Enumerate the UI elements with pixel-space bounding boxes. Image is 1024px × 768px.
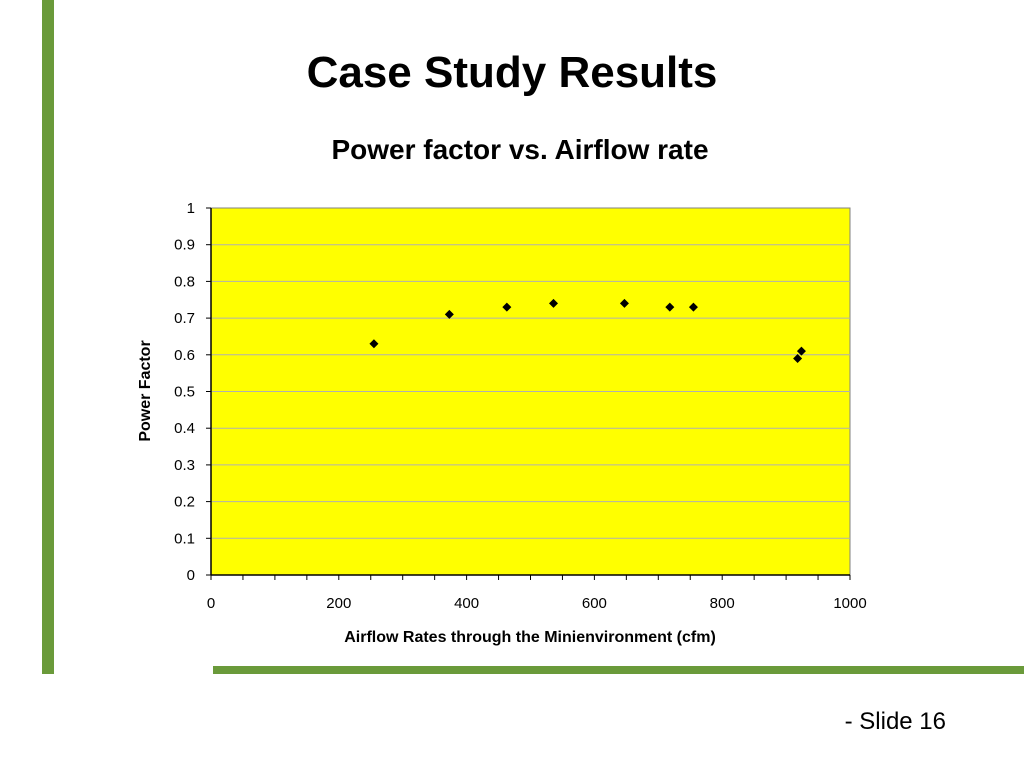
y-tick-label: 0.5: [174, 384, 195, 401]
x-tick-label: 400: [454, 595, 479, 612]
y-tick-label: 0.3: [174, 457, 195, 474]
x-tick-label: 1000: [833, 595, 866, 612]
x-tick-label: 0: [207, 595, 215, 612]
data-point: [549, 298, 559, 308]
x-tick-label: 200: [326, 595, 351, 612]
slide-number: - Slide 16: [844, 708, 946, 735]
y-tick-label: 0.7: [174, 310, 195, 327]
bottom-accent-bar: [213, 666, 1024, 674]
x-tick-label: 600: [582, 595, 607, 612]
y-tick-label: 1: [187, 200, 195, 217]
left-accent-bar: [42, 0, 54, 674]
y-tick-label: 0.1: [174, 530, 195, 547]
y-tick-label: 0.4: [174, 420, 195, 437]
plot-area: 0 0.1 0.2 0.3 0.4 0.5 0.6 0.7 0.8 0.9 1 0 200 400 600 8…: [174, 200, 867, 612]
slide-title: Case Study Results: [306, 48, 718, 97]
data-point: [793, 353, 803, 363]
y-tick-label: 0: [187, 567, 195, 584]
y-tick-label: 0.9: [174, 237, 195, 254]
data-point: [688, 302, 698, 312]
data-point: [444, 309, 454, 319]
x-axis-title: Airflow Rates through the Minienvironmen…: [344, 629, 716, 646]
y-axis-title: Power Factor: [137, 340, 154, 441]
y-tick-label: 0.8: [174, 273, 195, 290]
data-point: [502, 302, 512, 312]
chart-title: Power factor vs. Airflow rate: [331, 134, 709, 165]
data-point: [796, 346, 806, 356]
data-point: [665, 302, 675, 312]
y-tick-label: 0.6: [174, 347, 195, 364]
x-tick-label: 800: [710, 595, 735, 612]
data-point: [369, 339, 379, 349]
data-point: [619, 298, 629, 308]
y-tick-label: 0.2: [174, 494, 195, 511]
